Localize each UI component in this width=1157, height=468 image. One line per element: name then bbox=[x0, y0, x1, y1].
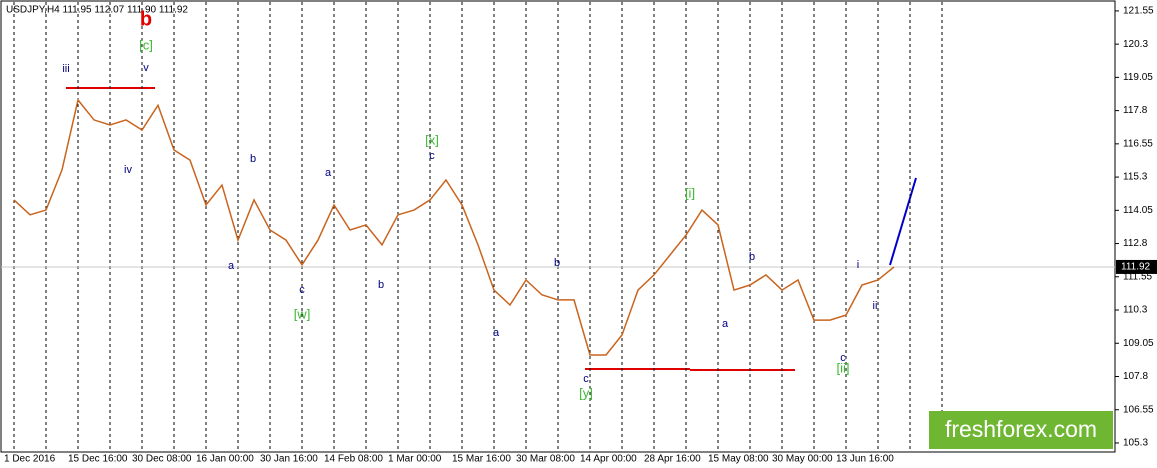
x-tick-label: 30 May 00:00 bbox=[772, 454, 833, 465]
wave-label: i bbox=[857, 259, 859, 271]
y-tick-label: 105.3 bbox=[1123, 438, 1148, 449]
x-tick-label: 14 Apr 00:00 bbox=[580, 454, 637, 465]
x-tick-label: 15 May 08:00 bbox=[708, 454, 769, 465]
wave-label: a bbox=[228, 260, 235, 272]
y-tick-label: 114.05 bbox=[1123, 205, 1153, 216]
wave-label: c bbox=[583, 373, 589, 385]
y-tick-label: 107.8 bbox=[1123, 371, 1148, 382]
y-tick-label: 117.8 bbox=[1123, 105, 1148, 116]
wave-label: b bbox=[378, 279, 384, 291]
x-tick-label: 30 Dec 08:00 bbox=[132, 454, 192, 465]
y-tick-label: 112.8 bbox=[1123, 238, 1148, 249]
wave-label: c bbox=[840, 352, 846, 364]
x-tick-label: 30 Jan 16:00 bbox=[260, 454, 318, 465]
plot-frame bbox=[0, 0, 1116, 453]
y-tick-label: 116.55 bbox=[1123, 138, 1153, 149]
chart-title: USDJPY,H4 111.95 112.07 111.90 111.92 bbox=[6, 5, 188, 16]
wave-label: c bbox=[299, 284, 305, 296]
x-tick-label: 1 Mar 00:00 bbox=[388, 454, 442, 465]
wave-label: [i] bbox=[685, 185, 695, 200]
wave-label: b bbox=[554, 257, 560, 269]
y-tick-label: 110.3 bbox=[1123, 305, 1148, 316]
x-tick-label: 16 Jan 00:00 bbox=[196, 454, 254, 465]
x-tick-label: 14 Feb 08:00 bbox=[324, 454, 383, 465]
wave-label: [w] bbox=[294, 306, 311, 321]
last-price-box bbox=[1116, 259, 1157, 274]
wave-label: [c] bbox=[139, 37, 153, 52]
y-tick-label: 111.55 bbox=[1123, 271, 1153, 282]
wave-label: iv bbox=[124, 164, 132, 176]
x-tick-label: 15 Mar 16:00 bbox=[452, 454, 511, 465]
forecast-line bbox=[889, 177, 917, 266]
x-tick-label: 15 Dec 16:00 bbox=[68, 454, 128, 465]
y-tick-label: 120.3 bbox=[1123, 39, 1148, 50]
x-tick-label: 28 Apr 16:00 bbox=[644, 454, 701, 465]
wave-label: b bbox=[749, 251, 755, 263]
watermark-box bbox=[929, 411, 1113, 449]
watermark: freshforex.com bbox=[945, 416, 1097, 442]
wave-label: b bbox=[140, 8, 152, 30]
wave-label: v bbox=[143, 62, 149, 74]
x-tick-label: 1 Dec 2016 bbox=[4, 454, 56, 465]
y-tick-label: 106.55 bbox=[1123, 404, 1154, 415]
wave-label: a bbox=[722, 318, 729, 330]
y-tick-label: 119.05 bbox=[1123, 72, 1153, 83]
last-price-label: 111.92 bbox=[1121, 262, 1151, 273]
wave-label: [ii] bbox=[837, 360, 850, 375]
wave-label: [x] bbox=[425, 132, 439, 147]
x-tick-label: 30 Mar 08:00 bbox=[516, 454, 575, 465]
wave-label: iii bbox=[62, 63, 69, 75]
x-tick-label: 13 Jun 16:00 bbox=[836, 454, 894, 465]
wave-label: c bbox=[429, 150, 435, 162]
wave-label: b bbox=[250, 153, 256, 165]
wave-label: ii bbox=[873, 300, 878, 312]
price-line bbox=[13, 98, 895, 356]
y-tick-label: 109.05 bbox=[1123, 338, 1154, 349]
wave-label: a bbox=[325, 167, 332, 179]
wave-label: [y] bbox=[579, 385, 593, 400]
y-tick-label: 115.3 bbox=[1123, 172, 1148, 183]
y-tick-label: 121.55 bbox=[1123, 6, 1154, 17]
wave-label: a bbox=[493, 327, 500, 339]
